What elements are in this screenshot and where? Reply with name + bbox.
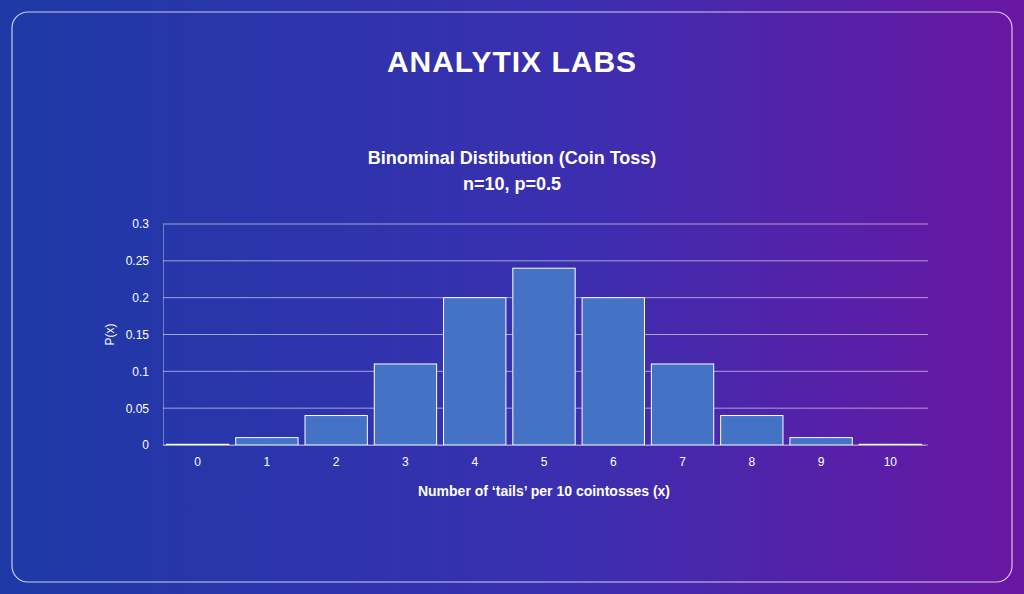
bar [790,438,852,445]
bar [721,416,783,445]
x-tick: 6 [610,445,617,469]
y-tick-label: 0.05 [126,402,150,416]
grid [163,224,928,445]
subtitle: n=10, p=0.5 [463,174,561,194]
y-tick: 0.3 [132,217,163,231]
x-axis-title: Number of ‘tails’ per 10 cointosses (x) [418,483,670,499]
x-tick: 1 [264,445,271,469]
grid-line [163,260,928,261]
x-tick: 5 [541,445,548,469]
y-tick-label: 0.25 [126,254,150,268]
title: Binominal Distibution (Coin Toss) [368,148,657,168]
y-tick: 0.25 [126,254,163,268]
bar [444,298,506,445]
logo: ANALYTIX LABS [387,45,637,78]
x-tick-label: 4 [471,455,478,469]
x-tick: 9 [818,445,825,469]
background [0,0,1024,594]
y-axis-line [163,225,164,446]
bar [166,444,228,445]
x-tick: 10 [884,445,898,469]
bar [651,364,713,445]
x-tick: 8 [748,445,755,469]
y-tick-label: 0.15 [126,328,150,342]
grid-line [163,224,928,225]
y-axis-title: P(x) [103,324,117,346]
x-tick-label: 8 [748,455,755,469]
x-tick-label: 9 [818,455,825,469]
x-tick: 7 [679,445,686,469]
y-tick-label: 0.3 [132,217,149,231]
frame [12,12,1012,582]
x-tick-label: 2 [333,455,340,469]
y-tick: 0.05 [126,402,163,416]
x-tick: 0 [194,445,201,469]
y-tick: 0 [142,438,163,452]
x-tick-label: 0 [194,455,201,469]
x-tick-label: 3 [402,455,409,469]
bar [236,438,298,445]
y-tick: 0.15 [126,328,163,342]
bar [859,444,921,445]
y-tick-label: 0 [142,438,149,452]
bar [582,298,644,445]
x-tick-label: 1 [264,455,271,469]
x-axis-line [164,445,926,446]
x-tick-label: 10 [884,455,898,469]
y-tick-label: 0.1 [132,365,149,379]
y-tick-label: 0.2 [132,291,149,305]
y-axis: 0 0.05 0.1 0.15 0.2 0.25 0.3 [126,217,164,452]
x-tick: 3 [402,445,409,469]
chart-root: ANALYTIX LABS Binominal Distibution (Coin… [0,0,1024,594]
bar [305,416,367,445]
bars [166,268,921,445]
x-tick-label: 7 [679,455,686,469]
bar [374,364,436,445]
y-tick: 0.2 [132,291,163,305]
x-tick-label: 6 [610,455,617,469]
x-tick: 4 [471,445,478,469]
x-tick-label: 5 [541,455,548,469]
bar [513,268,575,445]
x-tick: 2 [333,445,340,469]
x-axis: 0 1 2 3 4 5 6 7 8 9 10 [164,445,926,469]
y-tick: 0.1 [132,365,163,379]
